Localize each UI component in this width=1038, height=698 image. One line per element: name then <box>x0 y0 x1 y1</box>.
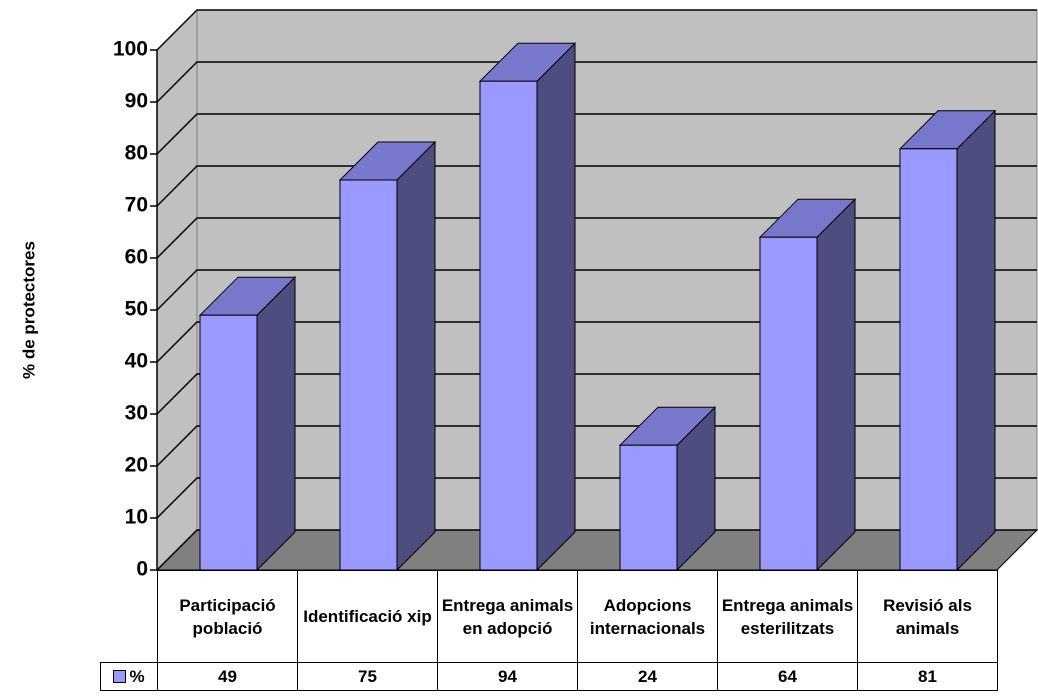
grid-line <box>156 217 1037 259</box>
bar <box>759 236 818 571</box>
category-label: Revisió als animals <box>857 570 998 663</box>
table-value: 64 <box>717 662 858 691</box>
table-value: 94 <box>437 662 578 691</box>
grid-line <box>156 321 1037 363</box>
bar-side <box>256 275 296 572</box>
table-value: 49 <box>157 662 298 691</box>
table-value-text: 24 <box>638 667 657 686</box>
bar <box>619 444 678 571</box>
bar-side <box>816 197 856 572</box>
y-tick-label: 40 <box>125 350 148 373</box>
legend-swatch <box>113 670 127 683</box>
grid-line <box>156 61 1037 103</box>
y-tick-label: 70 <box>125 194 148 217</box>
grid-line <box>156 165 1037 207</box>
category-label: Entrega animals esterilitzats <box>717 570 858 663</box>
grid-line <box>156 113 1037 155</box>
y-axis-title: % de protectores <box>19 241 38 379</box>
grid-line <box>156 529 1037 571</box>
category-label-text: Identificació xip <box>303 607 432 626</box>
category-label-text: Revisió als animals <box>883 595 972 638</box>
y-tick-label: 0 <box>136 558 148 581</box>
y-tick-label: 100 <box>113 38 148 61</box>
category-label-text: Entrega animals en adopció <box>441 595 574 638</box>
grid-line <box>156 9 1037 51</box>
table-value-text: 49 <box>218 667 237 686</box>
category-label-text: Participació població <box>179 595 276 638</box>
bar-side <box>396 140 436 572</box>
grid-line <box>156 269 1037 311</box>
table-value: 75 <box>297 662 438 691</box>
grid-line <box>156 477 1037 519</box>
bar <box>899 148 958 571</box>
table-value-text: 81 <box>918 667 937 686</box>
legend-entry-text: % <box>129 667 145 686</box>
table-value-text: 64 <box>778 667 797 686</box>
table-value-text: 94 <box>498 667 517 686</box>
legend-entry: % <box>100 662 158 691</box>
category-label: Adopcions internacionals <box>577 570 718 663</box>
y-tick-label: 10 <box>125 506 148 529</box>
table-value-text: 75 <box>358 667 377 686</box>
table-value: 24 <box>577 662 718 691</box>
category-label: Identificació xip <box>297 570 438 663</box>
y-tick-label: 50 <box>125 298 148 321</box>
bar-side <box>536 41 576 572</box>
grid-line <box>156 373 1037 415</box>
category-label-text: Adopcions internacionals <box>589 595 706 638</box>
bar <box>199 314 258 571</box>
category-label: Entrega animals en adopció <box>437 570 578 663</box>
table-value: 81 <box>857 662 998 691</box>
y-tick-label: 20 <box>125 454 148 477</box>
bar <box>479 80 538 571</box>
y-tick-label: 90 <box>125 90 148 113</box>
bar <box>339 179 398 571</box>
category-label: Participació població <box>157 570 298 663</box>
y-tick-label: 30 <box>125 402 148 425</box>
y-tick-label: 80 <box>125 142 148 165</box>
category-label-text: Entrega animals esterilitzats <box>721 595 854 638</box>
grid-line <box>156 425 1037 467</box>
bar-side <box>956 109 996 572</box>
y-tick-label: 60 <box>125 246 148 269</box>
